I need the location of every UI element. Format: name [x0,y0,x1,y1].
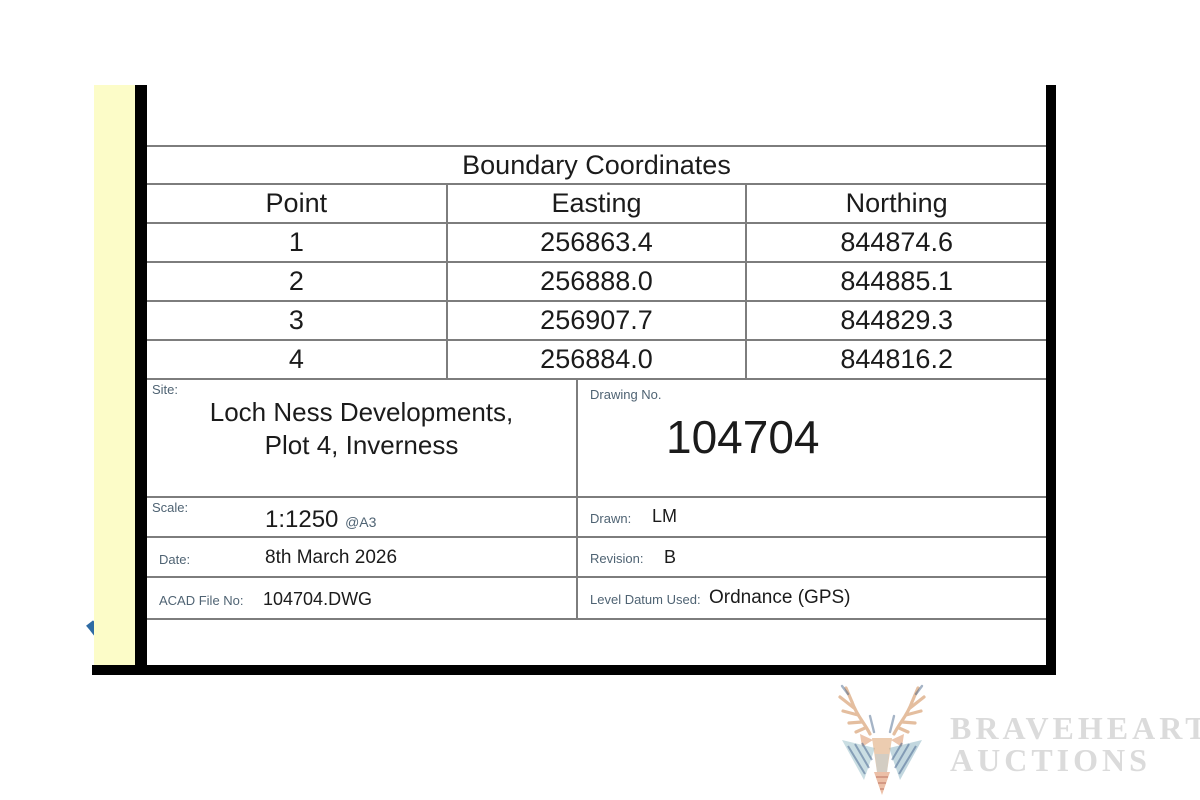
site-value-line1: Loch Ness Developments, [209,397,514,427]
table-row: 2 256888.0 844885.1 [147,261,1046,302]
table-row: 4 256884.0 844816.2 [147,339,1046,380]
sheet-border-left [135,85,147,665]
table-title: Boundary Coordinates [147,145,1046,185]
title-block: Site: Loch Ness Developments, Plot 4, In… [147,378,1046,620]
point-cell: 3 [147,300,448,341]
scale-paper-size: @A3 [345,514,377,530]
acad-file-value: 104704.DWG [263,589,373,609]
sheet-border-bottom [92,665,1056,675]
northing-cell: 844829.3 [745,300,1046,341]
site-label: Site: [152,382,179,397]
date-cell: Date: 8th March 2026 [147,538,578,578]
northing-cell: 844874.6 [745,222,1046,263]
column-header-easting: Easting [445,183,748,224]
site-value: Loch Ness Developments, Plot 4, Invernes… [147,396,576,462]
table-header-row: Point Easting Northing [147,183,1046,224]
scale-ratio: 1:1250 [265,506,339,533]
site-cell: Site: Loch Ness Developments, Plot 4, In… [147,378,578,498]
level-datum-cell: Level Datum Used: Ordnance (GPS) [578,578,1046,620]
boundary-coordinates-table: Boundary Coordinates Point Easting North… [147,145,1046,380]
easting-cell: 256907.7 [445,300,748,341]
drawing-no-label: Drawing No. [590,387,662,402]
scale-label: Scale: [152,500,189,515]
brand-name-line2: AUCTIONS [950,742,1151,778]
drawn-label: Drawn: [590,511,632,526]
drawing-no-value: 104704 [666,411,820,463]
margin-highlight-strip [94,85,135,665]
revision-cell: Revision: B [578,538,1046,578]
date-label: Date: [159,552,191,567]
revision-value: B [664,547,677,567]
column-header-point: Point [147,183,448,224]
level-datum-value: Ordnance (GPS) [709,587,851,608]
point-cell: 4 [147,339,448,380]
northing-cell: 844885.1 [745,261,1046,302]
column-header-northing: Northing [745,183,1046,224]
easting-cell: 256888.0 [445,261,748,302]
point-cell: 1 [147,222,448,263]
site-value-line2: Plot 4, Inverness [264,430,459,460]
date-value: 8th March 2026 [265,547,398,568]
scale-value: 1:1250 @A3 [265,506,376,534]
drawn-cell: Drawn: LM [578,498,1046,538]
scale-cell: Scale: 1:1250 @A3 [147,498,578,538]
acad-file-cell: ACAD File No: 104704.DWG [147,578,578,620]
table-title-row: Boundary Coordinates [147,145,1046,185]
easting-cell: 256863.4 [445,222,748,263]
revision-label: Revision: [590,551,644,566]
point-cell: 2 [147,261,448,302]
drawn-value: LM [652,506,678,526]
stag-logo-icon [838,684,926,795]
brand-name-line1: BRAVEHEART [950,710,1200,746]
table-row: 3 256907.7 844829.3 [147,300,1046,341]
table-row: 1 256863.4 844874.6 [147,222,1046,263]
northing-cell: 844816.2 [745,339,1046,380]
easting-cell: 256884.0 [445,339,748,380]
level-datum-label: Level Datum Used: [590,592,701,607]
drawing-no-cell: Drawing No. 104704 [578,378,1046,498]
sheet-border-right [1046,85,1056,675]
acad-file-label: ACAD File No: [159,593,244,608]
